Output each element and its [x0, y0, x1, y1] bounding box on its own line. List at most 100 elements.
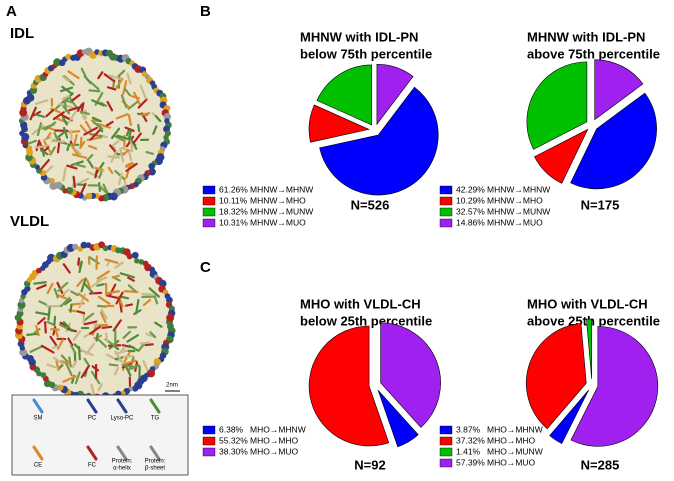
- lipid: [128, 151, 133, 161]
- legend-label: MHNW→MUNW: [250, 206, 313, 216]
- lipid: [100, 325, 113, 330]
- legend-icon: [149, 445, 161, 461]
- lipid: [62, 75, 70, 83]
- lipid: [107, 166, 114, 175]
- legend-swatch: [202, 196, 216, 206]
- legend-label: TG: [151, 416, 160, 422]
- lipid: [31, 124, 45, 136]
- lipid: [115, 113, 129, 120]
- lipid: [124, 365, 132, 377]
- lipid: [83, 357, 90, 366]
- lipid: [125, 128, 131, 137]
- lipid: [112, 319, 122, 332]
- lipid: [137, 342, 146, 352]
- lipid: [137, 123, 141, 133]
- lipid: [34, 99, 49, 105]
- lipid: [114, 350, 124, 364]
- lipid: [77, 292, 89, 302]
- chart-title: MHNW with IDL-PN: [527, 29, 645, 44]
- legend-label: MHNW→MHNW: [250, 184, 313, 194]
- headgroup: [40, 372, 47, 378]
- lipid: [53, 315, 57, 327]
- legend-icon: [32, 398, 44, 414]
- lipid: [105, 294, 120, 300]
- lipid: [76, 310, 86, 315]
- lipid: [139, 341, 151, 345]
- lipid: [122, 359, 137, 366]
- pie-slice: [570, 92, 657, 190]
- lipid: [119, 147, 125, 163]
- lipid: [127, 276, 135, 282]
- lipid: [79, 348, 94, 357]
- lipid: [94, 166, 104, 171]
- legend-label: β-sheet: [145, 466, 165, 472]
- lipid: [97, 295, 111, 305]
- lipid: [26, 332, 40, 337]
- panel-label: C: [200, 259, 211, 276]
- lipid: [52, 111, 65, 121]
- legend-label: MHNW→MHO: [487, 195, 543, 205]
- lipid: [72, 134, 78, 148]
- legend-icon: [116, 445, 128, 461]
- lipid: [67, 337, 74, 347]
- lipid: [104, 258, 119, 264]
- lipid: [71, 360, 78, 369]
- headgroup: [17, 300, 26, 309]
- headgroup: [29, 86, 38, 94]
- legend-value: 55.32%: [219, 435, 248, 445]
- lipid: [104, 332, 109, 342]
- panel-label: A: [6, 3, 17, 20]
- lipid: [62, 166, 67, 182]
- lipid: [103, 73, 116, 83]
- lipid: [80, 277, 87, 293]
- lipid: [60, 354, 69, 363]
- lipid: [68, 96, 79, 110]
- lipid: [106, 86, 117, 91]
- lipid: [127, 284, 137, 293]
- lipid: [126, 334, 139, 343]
- lipid: [49, 335, 58, 347]
- lipid: [84, 120, 92, 131]
- lipid: [149, 331, 157, 339]
- lipid: [124, 303, 134, 307]
- pie-slice: [376, 64, 414, 126]
- lipid: [96, 270, 111, 280]
- lipid: [70, 344, 77, 355]
- lipid: [67, 70, 80, 80]
- lipid: [56, 293, 68, 300]
- headgroup: [134, 258, 140, 264]
- legend-swatch: [439, 196, 453, 206]
- legend-icon: [86, 398, 98, 414]
- panel-label: B: [200, 3, 211, 20]
- lipid: [126, 72, 132, 85]
- lipid: [97, 184, 109, 195]
- headgroup: [43, 379, 52, 388]
- legend-value: 42.29%: [456, 184, 485, 194]
- lipid: [96, 276, 108, 283]
- legend-swatch: [439, 185, 453, 195]
- lipid: [34, 144, 50, 149]
- lipid: [89, 129, 101, 141]
- legend-label: MHO→MHO: [487, 435, 536, 445]
- lipid: [98, 170, 103, 179]
- chart-title: above 25th percentile: [527, 313, 660, 328]
- lipid: [137, 98, 148, 109]
- lipid: [116, 134, 129, 140]
- lipid: [94, 168, 99, 179]
- lipid: [64, 298, 72, 306]
- legend-swatch: [202, 218, 216, 228]
- particle-label: VLDL: [10, 213, 49, 230]
- legend-label: SM: [34, 416, 43, 422]
- lipid: [37, 317, 46, 325]
- chart-title: MHO with VLDL-CH: [527, 296, 648, 311]
- lipid: [57, 281, 69, 292]
- lipid: [122, 80, 128, 96]
- lipid: [142, 359, 150, 373]
- lipid: [68, 110, 77, 123]
- lipid: [96, 283, 105, 287]
- lipid: [88, 144, 98, 150]
- lipid: [124, 126, 135, 132]
- legend-icon: [116, 398, 128, 414]
- lipid: [36, 284, 47, 290]
- legend-swatch: [202, 207, 216, 217]
